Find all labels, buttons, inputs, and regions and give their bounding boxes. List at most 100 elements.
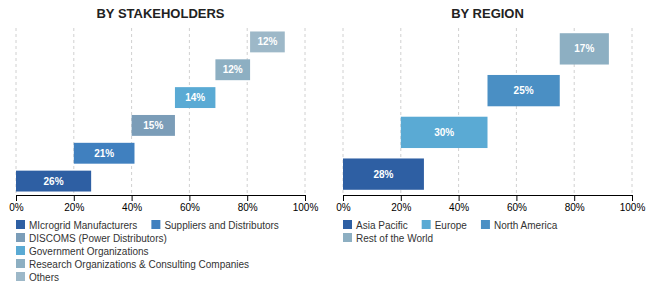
tick: 0% [9,195,24,213]
data-labels: 28% 30% 25% 17% [373,43,594,179]
tick: 0% [336,195,351,213]
data-label: 12% [257,36,277,47]
legend-swatch [343,220,352,229]
grid-line [458,28,459,195]
grid-line [131,28,132,195]
legend-swatch [16,259,25,268]
legend-item: Research Organizations & Consulting Comp… [16,259,249,270]
legend-swatch [151,220,160,229]
tick-mark [516,195,517,201]
legend-label: North America [494,220,558,231]
grid-line [73,28,74,195]
legend-swatch [16,272,25,281]
tick: 80% [238,195,258,213]
tick-label: 80% [565,202,585,213]
tick-mark [632,195,633,201]
legend-label: Government Organizations [29,246,149,257]
tick-label: 80% [238,202,258,213]
grid-line [305,28,306,195]
legend-swatch [16,233,25,242]
tick-label: 60% [507,202,527,213]
legend-swatch [16,220,25,229]
tick: 80% [565,195,585,213]
bar [215,59,250,80]
tick-mark [459,195,460,201]
data-label: 30% [434,127,454,138]
legend-item: Government Organizations [16,246,149,257]
panel: MIcrogrid Manufacturers Suppliers and Dis… [9,6,318,283]
legend-item: MIcrogrid Manufacturers [16,220,137,231]
legend-label: Asia Pacific [356,220,408,231]
data-label: 28% [373,169,393,180]
grid-line [632,28,633,195]
tick-label: 20% [391,202,411,213]
data-label: 26% [44,176,64,187]
tick-label: 20% [64,202,84,213]
data-label: 14% [185,92,205,103]
legend-label: MIcrogrid Manufacturers [29,220,137,231]
legend-item: DISCOMS (Power Distributors) [16,233,167,244]
chart-svg: MIcrogrid Manufacturers Suppliers and Dis… [0,0,654,288]
tick: 20% [64,195,84,213]
title: BY REGION [451,6,524,21]
legend-item: Rest of the World [343,233,433,244]
bars [16,31,285,191]
legend-item: Others [16,272,59,283]
tick: 40% [122,195,142,213]
data-label: 12% [223,64,243,75]
legend-label: Others [29,272,59,283]
tick-mark [343,195,344,201]
legend-swatch [481,220,490,229]
bar [343,158,424,189]
x-axis: 0%20%40%60%80%100% [9,195,318,213]
tick-label: 100% [293,202,319,213]
legend-item: Suppliers and Distributors [151,220,279,231]
legend-item: Asia Pacific [343,220,408,231]
legend-label: DISCOMS (Power Distributors) [29,233,167,244]
grid-line [516,28,517,195]
plot: 26%21%15%14%12%12%0%20%40%60%80%100% [9,28,318,213]
bar [16,171,91,192]
grid-line [247,28,248,195]
tick: 40% [449,195,469,213]
data-label: 17% [574,43,594,54]
bar [132,115,175,136]
legend-item: North America [481,220,558,231]
tick-mark [305,195,306,201]
axis-line [344,196,633,202]
bar [250,31,285,52]
bar [175,87,215,108]
tick: 20% [391,195,411,213]
plot: 28% 30% 25% 17% 0% 20% 40% 60% 80% 100% [336,28,645,213]
data-label: 21% [94,148,114,159]
data-label: 25% [514,85,534,96]
tick-label: 0% [9,202,24,213]
grid-line [189,28,190,195]
legend-label: Suppliers and Distributors [164,220,279,231]
title: BY STAKEHOLDERS [96,6,224,21]
x-axis: 0% 20% 40% 60% 80% 100% [336,195,645,213]
tick-mark [247,195,248,201]
tick-mark [401,195,402,201]
panel: Asia Pacific Europe North America Rest of t… [336,6,645,244]
tick-label: 40% [122,202,142,213]
bar [74,143,135,164]
tick: 100% [293,195,319,213]
legend-label: Rest of the World [356,233,433,244]
tick-mark [189,195,190,201]
tick: 60% [507,195,527,213]
tick-mark [574,195,575,201]
legend-swatch [16,246,25,255]
bars [343,33,609,190]
tick: 100% [620,195,646,213]
legend-swatch [422,220,431,229]
bar [401,117,488,148]
tick-label: 0% [336,202,351,213]
tick-label: 40% [449,202,469,213]
grid [16,28,305,195]
legend-label: Europe [435,220,468,231]
legend-label: Research Organizations & Consulting Comp… [29,259,249,270]
tick-mark [74,195,75,201]
legend-item: Europe [422,220,468,231]
legend: MIcrogrid Manufacturers Suppliers and Dis… [16,220,279,283]
